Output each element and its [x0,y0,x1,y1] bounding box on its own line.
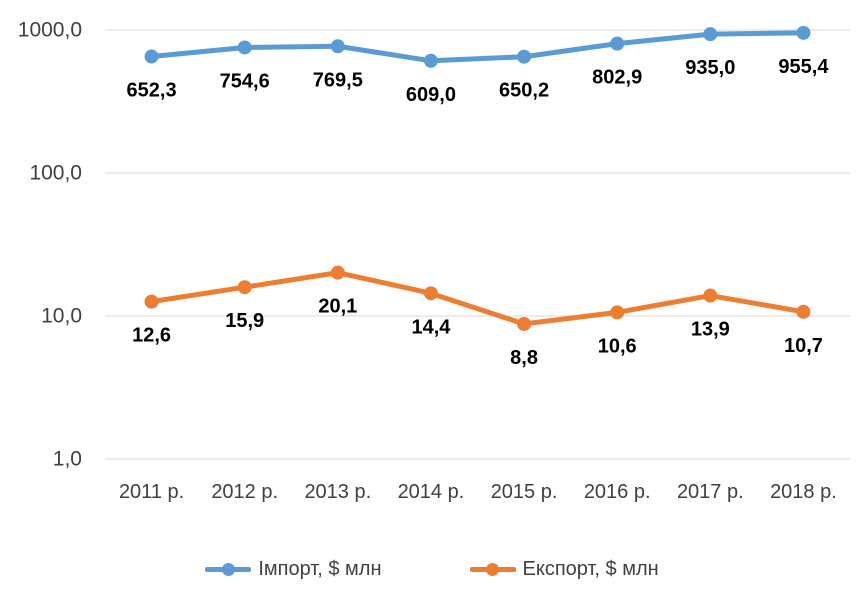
legend-label-export: Експорт, $ млн [522,558,659,580]
legend: Імпорт, $ млн Експорт, $ млн [0,558,864,581]
import-marker-icon [221,563,235,576]
series-marker [144,49,159,64]
series-marker [610,305,625,320]
series-marker [237,280,252,295]
x-axis-category-label: 2018 р. [770,481,837,503]
data-label: 802,9 [592,67,642,89]
data-label: 935,0 [685,57,735,79]
series-line [149,30,806,64]
data-label: 769,5 [313,69,363,91]
series-marker [610,36,625,51]
legend-label-import: Імпорт, $ млн [258,558,382,580]
x-axis-category-label: 2011 р. [119,481,184,503]
series-marker [330,39,345,54]
data-label: 609,0 [406,84,456,106]
series-marker [423,53,438,68]
legend-item-export[interactable]: Експорт, $ млн [469,558,659,581]
data-label: 12,6 [132,325,171,347]
series-marker [237,40,252,55]
y-axis-tick-label: 1000,0 [18,19,82,42]
series-marker [423,286,438,301]
data-label: 15,9 [225,310,264,332]
data-label: 14,4 [411,316,451,338]
plot-area: 1000,0 100,0 10,0 1,0 2011 р. 2012 р. 2013 р. 2… [18,19,850,503]
data-label: 652,3 [127,80,177,102]
data-label: 754,6 [220,70,270,92]
x-axis-category-label: 2015 р. [491,481,558,503]
data-label: 10,6 [598,335,637,357]
data-label: 10,7 [784,335,823,357]
series-marker [330,265,345,280]
series-marker [703,288,718,303]
legend-item-import[interactable]: Імпорт, $ млн [205,558,382,581]
x-axis-category-label: 2016 р. [584,481,651,503]
data-label: 955,4 [778,56,829,78]
y-axis-tick-label: 10,0 [41,305,82,328]
data-label: 13,9 [691,319,730,341]
data-label: 8,8 [510,347,538,369]
series-marker [796,304,811,319]
series-marker [796,25,811,40]
series-line [149,270,806,327]
export-series-swatch [469,563,516,576]
series-marker [703,27,718,42]
series-marker [517,316,532,331]
y-axis-tick-label: 100,0 [29,162,82,185]
data-label: 650,2 [499,80,549,102]
series-marker [144,294,159,309]
x-axis-category-label: 2013 р. [304,481,371,503]
x-axis-category-label: 2012 р. [211,481,278,503]
y-axis-tick-label: 1,0 [53,448,82,471]
series-marker [517,49,532,64]
import-series-swatch [205,563,252,576]
x-axis-category-label: 2014 р. [398,481,465,503]
x-axis-category-label: 2017 р. [677,481,744,503]
export-marker-icon [486,563,499,576]
data-label: 20,1 [318,296,357,318]
